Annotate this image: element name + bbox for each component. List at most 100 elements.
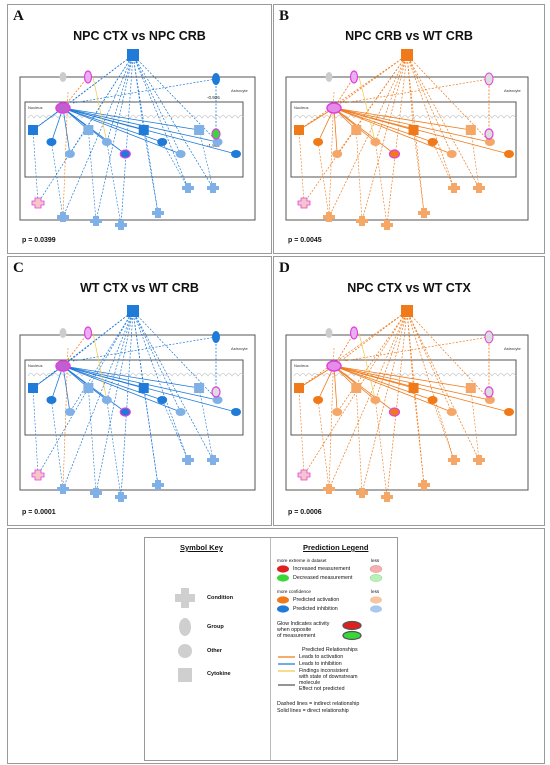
panel-letter: C [13,260,24,276]
gene-node [351,125,362,135]
gene-node [332,408,343,416]
gene-node [332,150,343,158]
panel-letter: D [279,260,290,276]
condition-node [115,220,127,230]
cytokine-icon [178,668,192,682]
nucleus-label: Nucleus [28,105,42,110]
astrocyte-box [19,76,256,221]
measured-node [484,386,494,398]
dna-strand [293,373,517,377]
gene-node [194,125,205,135]
condition-node [448,183,460,193]
astrocyte-box [285,334,529,491]
condition-node [31,197,45,209]
measured-node [211,128,221,140]
gene-node [83,383,94,393]
nucleus-label: Nucleus [294,105,308,110]
panel-letter: B [279,8,290,24]
measurement-value: -0.926 [207,95,220,100]
network-diagram-d: Astrocyte Nucleus [285,305,529,502]
condition-node [297,197,311,209]
measured-node [484,128,494,140]
dna-strand [293,115,517,119]
gene-node [370,138,381,146]
legend-label: Solid lines = direct relationship [277,708,349,714]
legend-label: when opposite [277,627,312,633]
legend-note: more extreme in dataset [277,558,327,563]
gene-node [101,138,112,146]
gene-node [64,408,75,416]
symbol-label: Cytokine [207,671,231,677]
gene-node [157,138,168,146]
panel-c: Astrocyte Nucleus C WT CTX vs WT CRB p = … [7,256,272,526]
condition-node [323,212,335,222]
network-diagram-c: Astrocyte Nucleus [19,305,256,502]
gene-node [294,125,304,135]
panel-a: Astrocyte Nucleus -0.926 -1.902 A NPC CTX v… [7,4,272,254]
condition-node [207,183,219,193]
condition-node [57,484,69,494]
nucleus-label: Nucleus [28,363,42,368]
nucleus-box [24,101,244,178]
condition-node [115,492,127,502]
gene-node [408,383,419,393]
gene-node [446,408,457,416]
astrocyte-label: Astrocyte [231,346,248,351]
condition-node [381,220,393,230]
p-value: p = 0.0045 [288,237,322,244]
legend-label: molecule [299,680,321,686]
condition-node [356,488,368,498]
condition-node [473,183,485,193]
glow-icon [342,620,362,641]
condition-node [31,469,45,481]
condition-node [182,455,194,465]
gene-node [294,383,304,393]
gene-node [175,150,186,158]
measurement-value: -1.902 [207,143,220,148]
legend-label: Effect not predicted [299,686,345,692]
astrocyte-label: Astrocyte [231,88,248,93]
group-node [349,70,359,84]
condition-node [90,488,102,498]
group-node [212,73,220,85]
cytokine-hub-node [401,305,413,317]
gene-node [231,150,241,158]
panel-title: NPC CRB vs WT CRB [345,29,473,43]
legend-label: Dashed lines = indirect relationship [277,701,360,707]
legend-label: with state of downstream [299,674,358,680]
dna-strand [27,373,245,377]
group-node [325,72,333,82]
gene-node [313,396,324,404]
gene-node [212,396,223,404]
gene-node [465,125,476,135]
measured-node [211,386,221,398]
gene-node [446,150,457,158]
gene-node [83,125,94,135]
group-node [349,326,359,340]
nuclear-hub-node [55,360,71,372]
gene-node [119,149,131,159]
legend-label: Predicted activation [293,597,340,603]
legend-box: Symbol Key Prediction Legend Condition G… [144,537,398,761]
condition-node [297,469,311,481]
p-value: p = 0.0006 [288,509,322,516]
gene-node [388,407,401,417]
gene-node [370,396,381,404]
gene-node [408,125,419,135]
cytokine-hub-node [401,49,413,61]
nuclear-hub-node [55,102,71,114]
gene-node [313,138,324,146]
legend-note: more confidence [277,589,311,594]
network-diagram-a: Astrocyte Nucleus -0.926 -1.902 [19,49,256,230]
other-icon [178,644,192,658]
gene-node [46,138,57,146]
panel-title: NPC CTX vs WT CTX [347,281,471,295]
legend-label: Increased measurement [293,566,351,572]
symbol-key-heading: Symbol Key [180,543,223,552]
astrocyte-label: Astrocyte [504,346,521,351]
condition-node [207,455,219,465]
group-node [212,331,220,343]
symbol-label: Other [207,648,222,654]
gene-node [101,396,112,404]
nucleus-box [290,101,517,178]
